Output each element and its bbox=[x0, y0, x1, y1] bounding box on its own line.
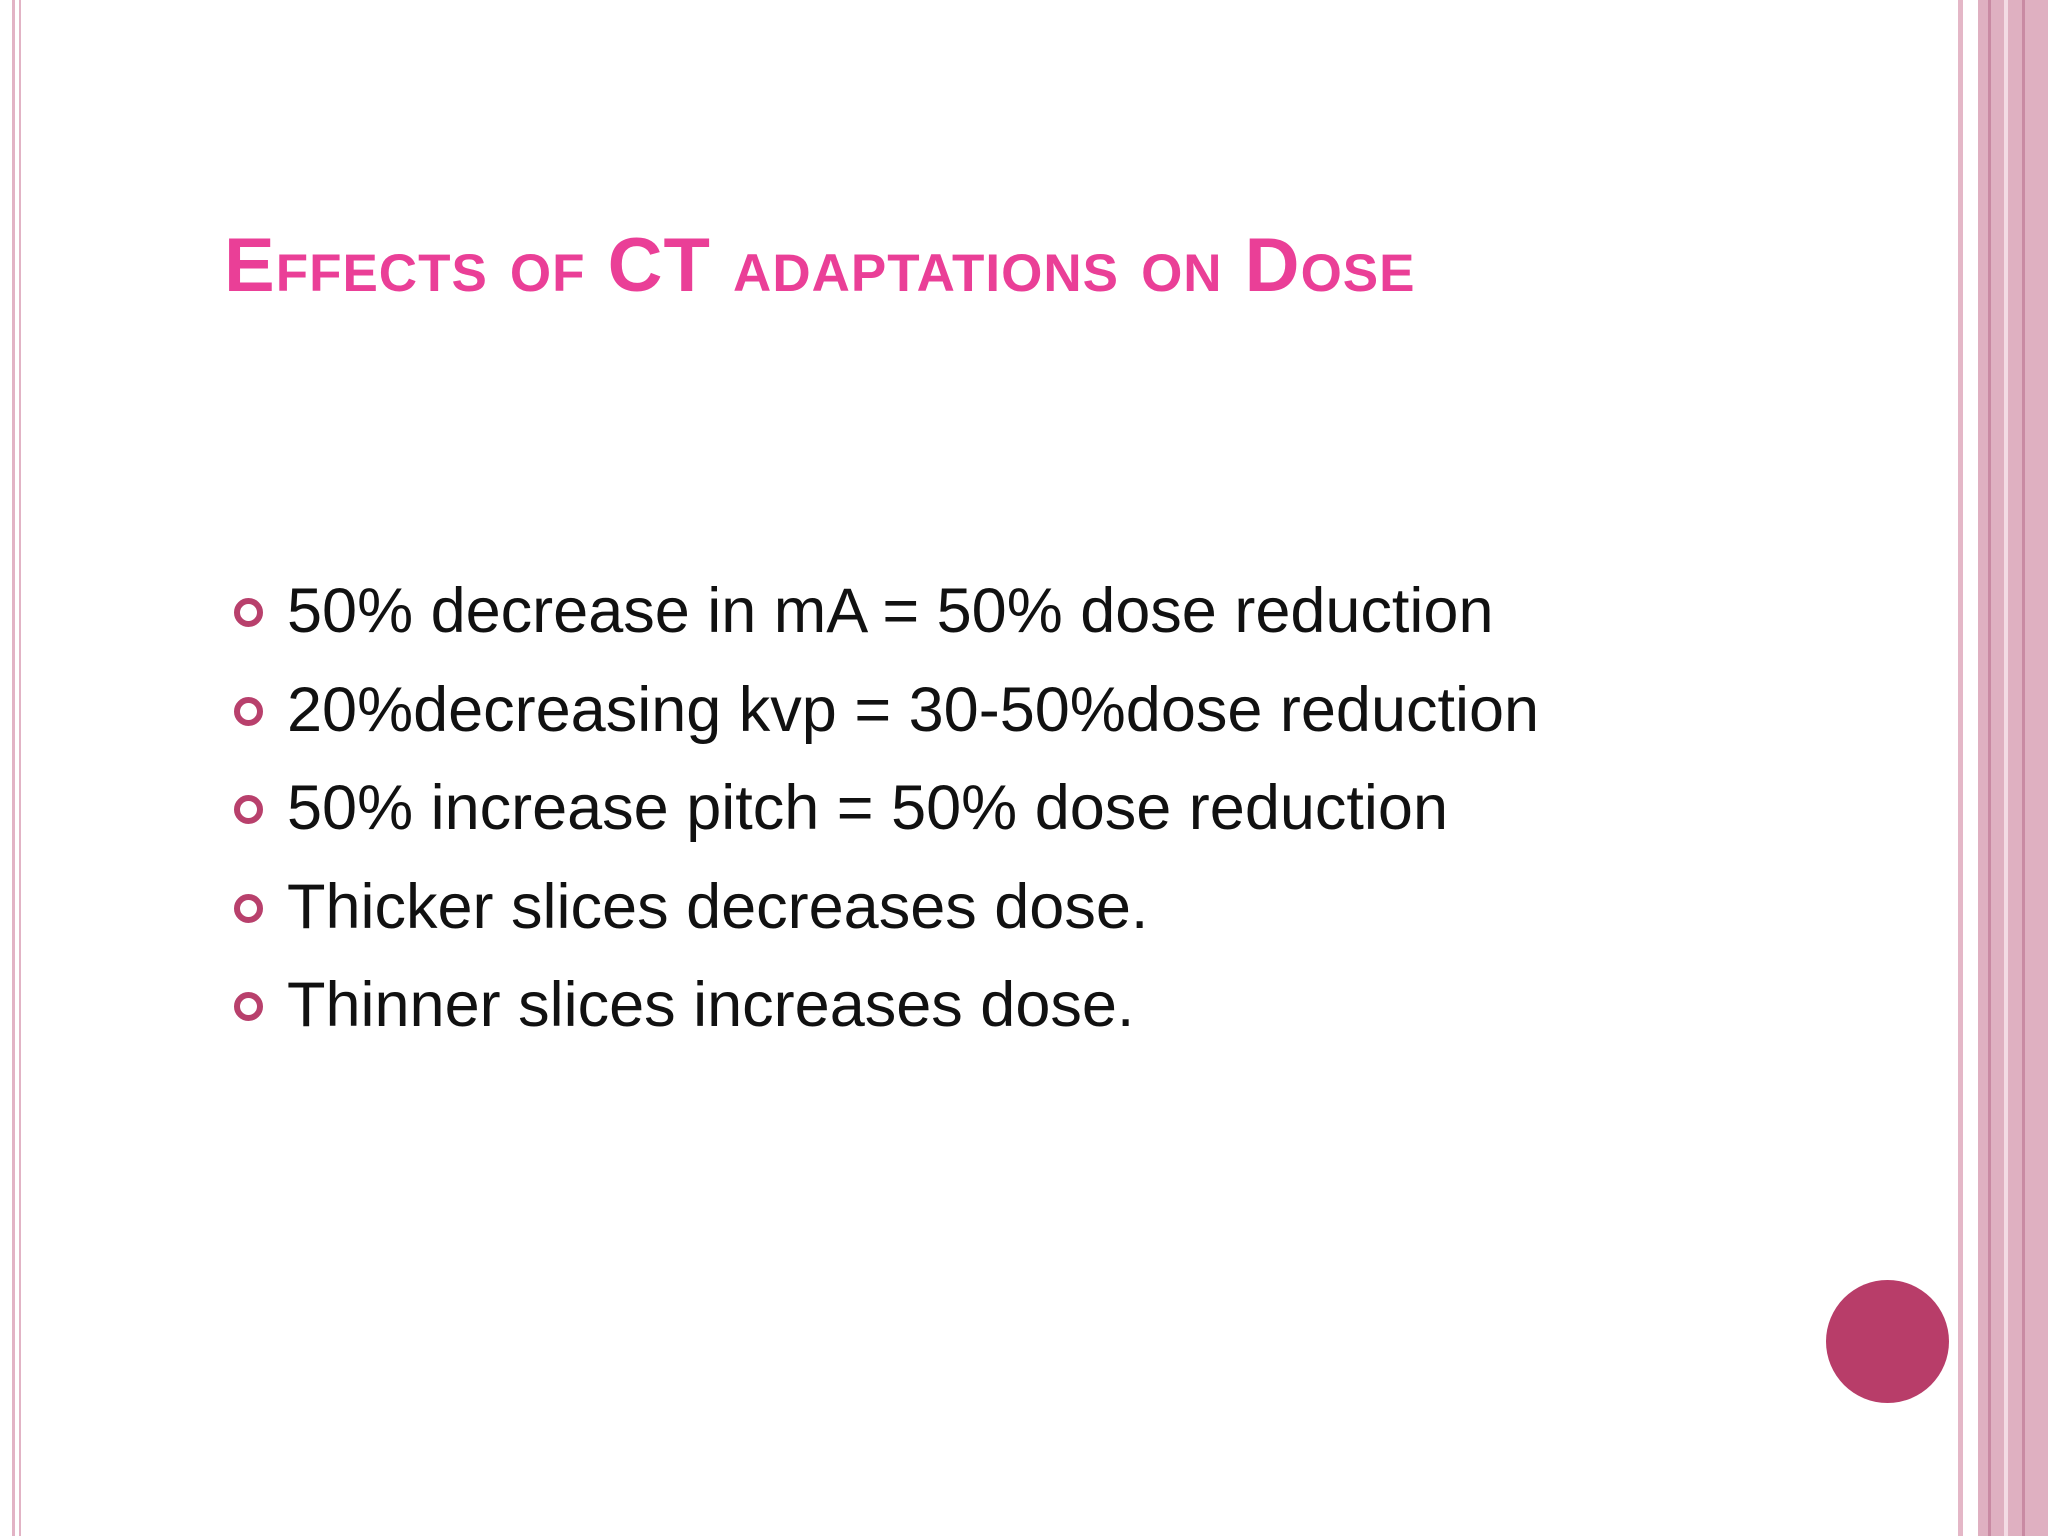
bullet-marker bbox=[234, 696, 263, 726]
slide-title: Effects of CT adaptations on Dose bbox=[224, 223, 1416, 308]
right-border-line bbox=[2022, 0, 2025, 1536]
left-border-line bbox=[12, 0, 15, 1536]
bullet-item: 20%decreasing kvp = 30-50%dose reduction bbox=[230, 669, 1539, 768]
bullet-item: Thinner slices increases dose. bbox=[230, 964, 1539, 1063]
bullet-text: Thicker slices decreases dose. bbox=[287, 871, 1149, 942]
right-border-line bbox=[1988, 0, 1991, 1536]
bullet-text: 20%decreasing kvp = 30-50%dose reduction bbox=[287, 674, 1540, 745]
bullet-item: Thicker slices decreases dose. bbox=[230, 866, 1539, 965]
bullet-item: 50% increase pitch = 50% dose reduction bbox=[230, 767, 1539, 866]
bullet-list: 50% decrease in mA = 50% dose reduction 2… bbox=[230, 570, 1539, 1063]
bullet-text: 50% increase pitch = 50% dose reduction bbox=[287, 773, 1448, 843]
decor-circle bbox=[1826, 1280, 1949, 1403]
right-border-band bbox=[1958, 0, 1963, 1536]
bullet-marker bbox=[234, 795, 263, 824]
bullet-marker bbox=[234, 893, 263, 923]
bullet-text: 50% decrease in mA = 50% dose reduction bbox=[287, 576, 1494, 646]
bullet-text: Thinner slices increases dose. bbox=[287, 970, 1135, 1040]
bullet-item: 50% decrease in mA = 50% dose reduction bbox=[230, 570, 1539, 669]
bullet-marker bbox=[234, 598, 263, 627]
left-border-line bbox=[19, 0, 21, 1536]
bullet-marker bbox=[234, 992, 263, 1021]
right-border-line bbox=[2004, 0, 2008, 1536]
